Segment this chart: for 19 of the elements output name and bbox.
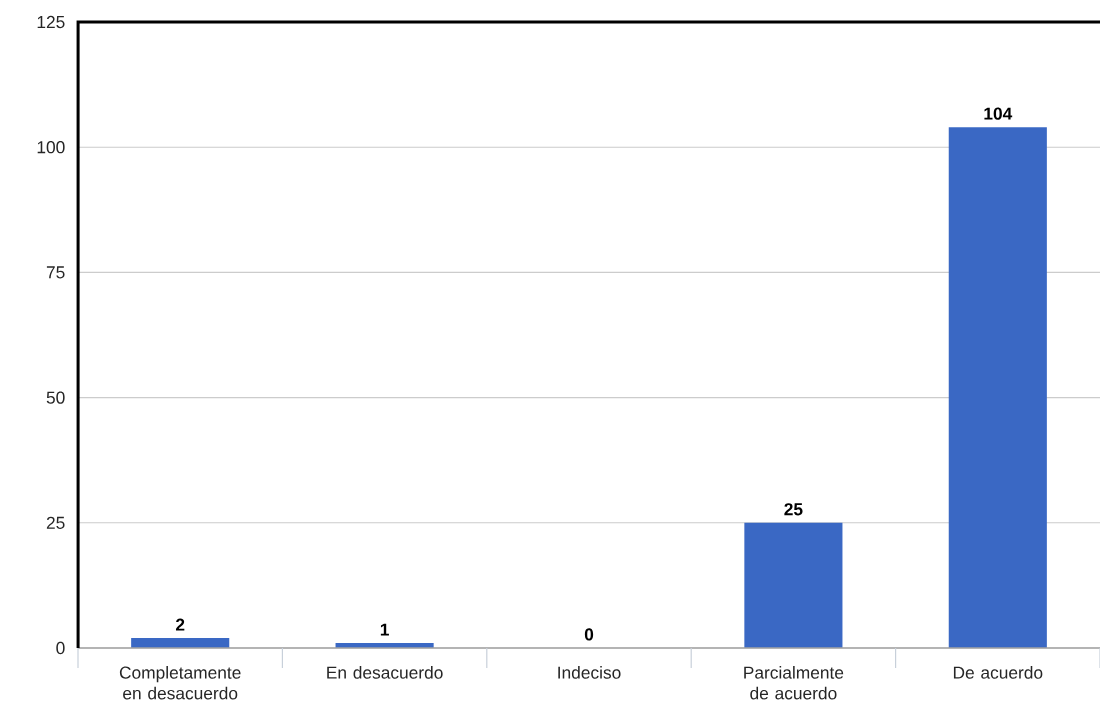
bar [744, 522, 843, 648]
x-tick-label: Indeciso [558, 666, 621, 679]
x-tick-label: De acuerdo [953, 666, 1043, 679]
y-tick-label: 0 [56, 641, 65, 655]
data-label: 0 [584, 628, 594, 641]
data-label: 2 [175, 618, 185, 631]
x-tick-label: Completamente en desacuerdo [119, 666, 241, 700]
y-tick-label: 125 [37, 15, 65, 29]
bar [948, 127, 1047, 648]
data-label: 104 [984, 107, 1013, 120]
y-tick-label: 25 [46, 516, 65, 529]
data-label: 1 [380, 623, 389, 636]
bar [131, 637, 230, 648]
y-tick-label: 50 [46, 391, 65, 404]
data-label: 25 [784, 503, 803, 516]
y-tick-label: 100 [37, 141, 65, 154]
x-tick-label: En desacuerdo [327, 666, 443, 679]
y-tick-label: 75 [46, 266, 65, 279]
x-tick-label: Parcialmente de acuerdo [744, 666, 844, 700]
